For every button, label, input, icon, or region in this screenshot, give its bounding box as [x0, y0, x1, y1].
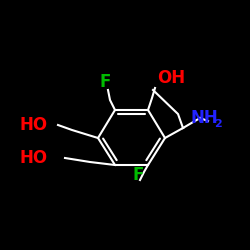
Text: HO: HO [20, 149, 48, 167]
Text: HO: HO [20, 116, 48, 134]
Text: 2: 2 [214, 119, 222, 129]
Text: NH: NH [190, 109, 218, 127]
Text: F: F [99, 73, 111, 91]
Text: OH: OH [157, 69, 185, 87]
Text: F: F [132, 166, 144, 184]
